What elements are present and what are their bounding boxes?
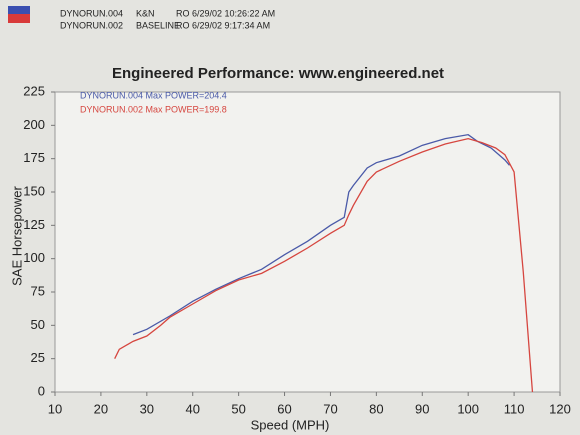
y-tick-label: 125 [23,217,45,232]
y-tick-label: 75 [31,283,45,298]
x-tick-label: 20 [94,401,108,416]
header-text: BASELINE [136,20,180,30]
x-tick-label: 40 [185,401,199,416]
x-tick-label: 120 [549,401,571,416]
y-tick-label: 100 [23,250,45,265]
y-tick-label: 150 [23,183,45,198]
y-tick-label: 50 [31,317,45,332]
x-tick-label: 70 [323,401,337,416]
x-tick-label: 50 [231,401,245,416]
x-tick-label: 80 [369,401,383,416]
x-tick-label: 100 [457,401,479,416]
y-tick-label: 225 [23,83,45,98]
flag-blue [8,6,30,14]
x-tick-label: 110 [504,401,525,416]
x-axis-label: Speed (MPH) [251,417,330,432]
y-tick-label: 175 [23,150,45,165]
x-tick-label: 60 [277,401,291,416]
header-text: DYNORUN.002 [60,20,123,30]
y-tick-label: 25 [31,350,45,365]
y-tick-label: 200 [23,117,45,132]
series-line [114,137,534,393]
legend-entry: DYNORUN.002 Max POWER=199.8 [80,104,227,114]
y-axis-label: SAE Horsepower [9,185,24,285]
flag-red [8,14,30,23]
header-text: RO 6/29/02 10:26:22 AM [176,8,275,18]
y-tick-label: 0 [38,383,45,398]
header-text: K&N [136,8,155,18]
x-tick-label: 90 [415,401,429,416]
series-line [132,133,510,336]
legend-entry: DYNORUN.004 Max POWER=204.4 [80,90,227,100]
chart-title: Engineered Performance: www.engineered.n… [112,65,444,82]
header-text: RO 6/29/02 9:17:34 AM [176,20,270,30]
header-text: DYNORUN.004 [60,8,123,18]
x-tick-label: 10 [48,401,62,416]
x-tick-label: 30 [140,401,154,416]
